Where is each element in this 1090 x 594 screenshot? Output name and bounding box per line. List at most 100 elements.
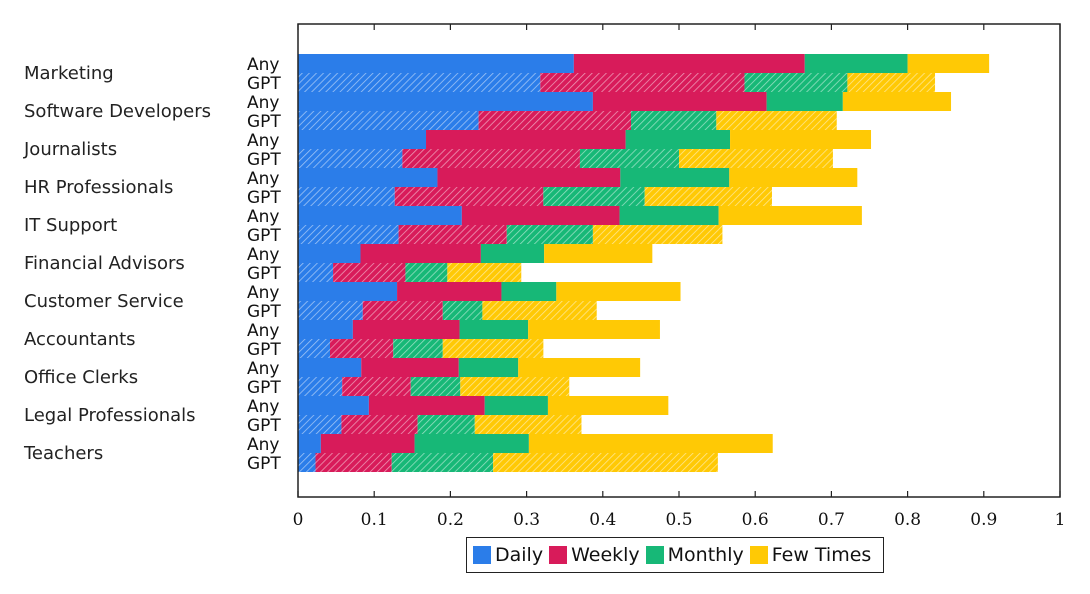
bar-office-clerks-any-monthly bbox=[458, 358, 519, 377]
bar-marketing-any-few-times bbox=[907, 54, 990, 73]
hatch-financial-advisors-few-times bbox=[447, 263, 522, 282]
sub-label-software-developers-gpt: GPT bbox=[247, 112, 281, 132]
x-tick-label: 0.1 bbox=[361, 510, 388, 530]
ticks-layer: 0 0.1 0.2 0.3 0.4 0.5 0.6 0.7 0.8 0.9 1 bbox=[293, 24, 1066, 530]
hatch-legal-professionals-weekly bbox=[341, 415, 418, 434]
hatch-software-developers-daily bbox=[298, 111, 479, 130]
sub-label-financial-advisors-any: Any bbox=[247, 245, 279, 265]
category-label-marketing: Marketing bbox=[24, 63, 114, 84]
sub-label-software-developers-any: Any bbox=[247, 93, 279, 113]
hatch-financial-advisors-daily bbox=[298, 263, 334, 282]
sub-label-hr-professionals-any: Any bbox=[247, 169, 279, 189]
bar-hr-professionals-any-monthly bbox=[620, 168, 730, 187]
hatch-teachers-monthly bbox=[391, 453, 494, 472]
sub-label-legal-professionals-gpt: GPT bbox=[247, 416, 281, 436]
sub-label-accountants-gpt: GPT bbox=[247, 340, 281, 360]
x-tick-label: 0.2 bbox=[437, 510, 464, 530]
hatch-accountants-daily bbox=[298, 339, 331, 358]
bar-it-support-any-monthly bbox=[619, 206, 719, 225]
sub-label-accountants-any: Any bbox=[247, 321, 279, 341]
legend-label-daily: Daily bbox=[495, 544, 544, 566]
bar-marketing-any-daily bbox=[298, 54, 574, 73]
sub-label-teachers-gpt: GPT bbox=[247, 454, 281, 474]
bar-accountants-any-weekly bbox=[352, 320, 460, 339]
hatch-accountants-few-times bbox=[442, 339, 544, 358]
hatch-marketing-daily bbox=[298, 73, 541, 92]
legend-swatch-few-times bbox=[749, 546, 768, 564]
hatch-customer-service-daily bbox=[298, 301, 363, 320]
hatch-software-developers-monthly bbox=[630, 111, 717, 130]
bar-journalists-any-few-times bbox=[730, 130, 872, 149]
hatch-legal-professionals-few-times bbox=[474, 415, 582, 434]
sub-label-journalists-gpt: GPT bbox=[247, 150, 281, 170]
legend-swatch-weekly bbox=[549, 546, 568, 564]
legend-swatch-monthly bbox=[645, 546, 664, 564]
x-tick-label: 1 bbox=[1055, 510, 1066, 530]
sub-label-office-clerks-gpt: GPT bbox=[247, 378, 281, 398]
sub-label-hr-professionals-gpt: GPT bbox=[247, 188, 281, 208]
hatch-teachers-daily bbox=[298, 453, 316, 472]
hatch-marketing-monthly bbox=[744, 73, 848, 92]
x-tick-label: 0.7 bbox=[818, 510, 845, 530]
bar-it-support-any-few-times bbox=[718, 206, 862, 225]
hatch-marketing-few-times bbox=[847, 73, 936, 92]
sub-label-financial-advisors-gpt: GPT bbox=[247, 264, 281, 284]
bars-layer bbox=[298, 54, 990, 472]
hatch-financial-advisors-monthly bbox=[405, 263, 448, 282]
bar-financial-advisors-any-daily bbox=[298, 244, 361, 263]
category-label-financial-advisors: Financial Advisors bbox=[24, 253, 185, 274]
hatch-legal-professionals-monthly bbox=[417, 415, 475, 434]
category-label-it-support: IT Support bbox=[24, 215, 117, 236]
hatch-customer-service-monthly bbox=[442, 301, 483, 320]
sub-label-customer-service-gpt: GPT bbox=[247, 302, 281, 322]
hatch-hr-professionals-weekly bbox=[394, 187, 544, 206]
legend-item-daily: Daily bbox=[473, 544, 543, 566]
hatch-journalists-weekly bbox=[402, 149, 580, 168]
hatch-software-developers-weekly bbox=[478, 111, 631, 130]
bar-accountants-any-daily bbox=[298, 320, 353, 339]
bar-software-developers-any-monthly bbox=[766, 92, 843, 111]
bar-hr-professionals-any-daily bbox=[298, 168, 438, 187]
category-label-hr-professionals: HR Professionals bbox=[24, 177, 173, 198]
bar-office-clerks-any-weekly bbox=[361, 358, 459, 377]
bar-legal-professionals-any-few-times bbox=[547, 396, 669, 415]
bar-it-support-any-weekly bbox=[461, 206, 620, 225]
bar-teachers-any-few-times bbox=[528, 434, 773, 453]
hatch-office-clerks-few-times bbox=[460, 377, 570, 396]
sub-label-office-clerks-any: Any bbox=[247, 359, 279, 379]
hatch-it-support-weekly bbox=[398, 225, 507, 244]
hatch-accountants-monthly bbox=[393, 339, 443, 358]
legend-item-few-times: Few Times bbox=[749, 544, 871, 566]
bar-accountants-any-monthly bbox=[459, 320, 529, 339]
bar-customer-service-any-daily bbox=[298, 282, 398, 301]
sub-label-it-support-any: Any bbox=[247, 207, 279, 227]
hatch-legal-professionals-daily bbox=[298, 415, 342, 434]
category-label-teachers: Teachers bbox=[23, 443, 103, 464]
hatch-office-clerks-weekly bbox=[342, 377, 411, 396]
bar-teachers-any-weekly bbox=[320, 434, 415, 453]
legend-label-monthly: Monthly bbox=[667, 544, 744, 566]
category-label-journalists: Journalists bbox=[23, 139, 117, 160]
bar-hr-professionals-any-weekly bbox=[437, 168, 621, 187]
hatch-accountants-weekly bbox=[330, 339, 394, 358]
chart-legend: Daily Weekly Monthly Few Times bbox=[466, 537, 885, 573]
sub-label-journalists-any: Any bbox=[247, 131, 279, 151]
bar-teachers-any-daily bbox=[298, 434, 321, 453]
sub-label-it-support-gpt: GPT bbox=[247, 226, 281, 246]
x-tick-label: 0.9 bbox=[970, 510, 997, 530]
hatch-it-support-monthly bbox=[506, 225, 593, 244]
category-label-accountants: Accountants bbox=[24, 329, 136, 350]
sub-label-customer-service-any: Any bbox=[247, 283, 279, 303]
bar-office-clerks-any-daily bbox=[298, 358, 362, 377]
hatch-it-support-daily bbox=[298, 225, 399, 244]
legend-item-monthly: Monthly bbox=[645, 544, 744, 566]
bar-software-developers-any-daily bbox=[298, 92, 593, 111]
x-tick-label: 0.3 bbox=[513, 510, 540, 530]
sub-label-teachers-any: Any bbox=[247, 435, 279, 455]
bar-financial-advisors-any-few-times bbox=[544, 244, 653, 263]
hatch-it-support-few-times bbox=[592, 225, 723, 244]
bar-legal-professionals-any-monthly bbox=[484, 396, 548, 415]
x-tick-label: 0.5 bbox=[665, 510, 692, 530]
bar-it-support-any-daily bbox=[298, 206, 462, 225]
bar-journalists-any-weekly bbox=[426, 130, 626, 149]
